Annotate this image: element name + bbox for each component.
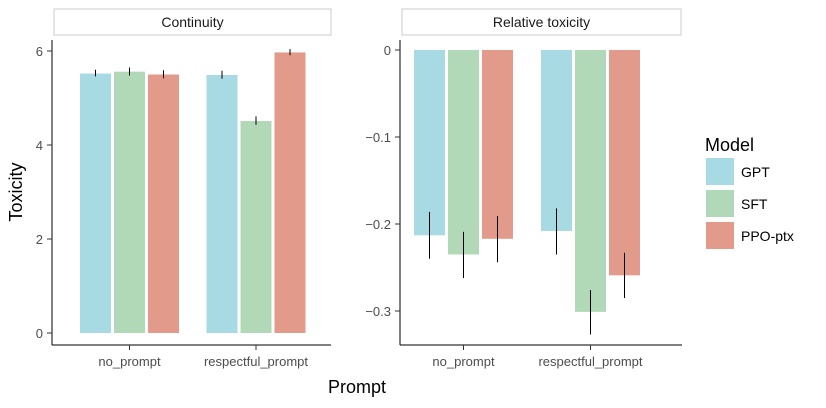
y-tick-label: −0.2 bbox=[365, 217, 391, 232]
y-tick-label: 6 bbox=[36, 44, 43, 59]
bar-gpt-no-prompt bbox=[80, 73, 111, 333]
bar-sft-respectful-prompt bbox=[575, 50, 606, 312]
bar-ppo-ptx-respectful-prompt bbox=[274, 52, 306, 333]
x-tick-label-no-prompt: no_prompt bbox=[432, 354, 495, 369]
bar-gpt-respectful-prompt bbox=[206, 74, 238, 333]
bar-ppo-ptx-respectful-prompt bbox=[609, 50, 640, 276]
y-axis-title: Toxicity bbox=[6, 162, 26, 221]
panel-strip-relative-toxicity bbox=[401, 8, 682, 36]
legend-label-gpt: GPT bbox=[741, 164, 770, 180]
legend-label-ppo-ptx: PPO-ptx bbox=[741, 228, 794, 244]
panel-relative-toxicity: Relative toxicity 0 −0.1 −0.2 −0.3 no_promp… bbox=[365, 8, 682, 369]
bar-ppo-ptx-no-prompt bbox=[482, 50, 513, 239]
y-tick-label: 4 bbox=[36, 138, 43, 153]
x-tick-label-no-prompt: no_prompt bbox=[98, 354, 161, 369]
legend-title: Model bbox=[705, 135, 754, 155]
y-tick-label: −0.3 bbox=[365, 304, 391, 319]
x-tick-label-respectful-prompt: respectful_prompt bbox=[538, 354, 642, 369]
y-tick-label: −0.1 bbox=[365, 130, 391, 145]
legend-swatch-sft bbox=[706, 190, 734, 217]
bar-gpt-respectful-prompt bbox=[541, 50, 572, 231]
bar-gpt-no-prompt bbox=[414, 50, 445, 236]
y-tick-label: 0 bbox=[384, 43, 391, 58]
legend-label-sft: SFT bbox=[741, 196, 768, 212]
x-axis-title: Prompt bbox=[328, 377, 386, 397]
legend: Model GPT SFT PPO-ptx bbox=[705, 135, 794, 249]
y-tick-label: 2 bbox=[36, 232, 43, 247]
panel-strip-continuity bbox=[53, 8, 332, 36]
legend-swatch-gpt bbox=[706, 158, 734, 185]
y-tick-label: 0 bbox=[36, 326, 43, 341]
panel-title-relative-toxicity: Relative toxicity bbox=[493, 14, 590, 30]
legend-swatch-ppo-ptx bbox=[706, 222, 734, 249]
x-tick-label-respectful-prompt: respectful_prompt bbox=[204, 354, 308, 369]
panel-title-continuity: Continuity bbox=[161, 14, 223, 30]
bar-sft-no-prompt bbox=[114, 71, 145, 334]
bar-sft-respectful-prompt bbox=[240, 121, 272, 333]
bar-sft-no-prompt bbox=[448, 50, 479, 255]
panel-continuity: Continuity 0 2 4 6 no_prompt respectful_prom… bbox=[36, 8, 332, 369]
bar-ppo-ptx-no-prompt bbox=[148, 74, 179, 333]
